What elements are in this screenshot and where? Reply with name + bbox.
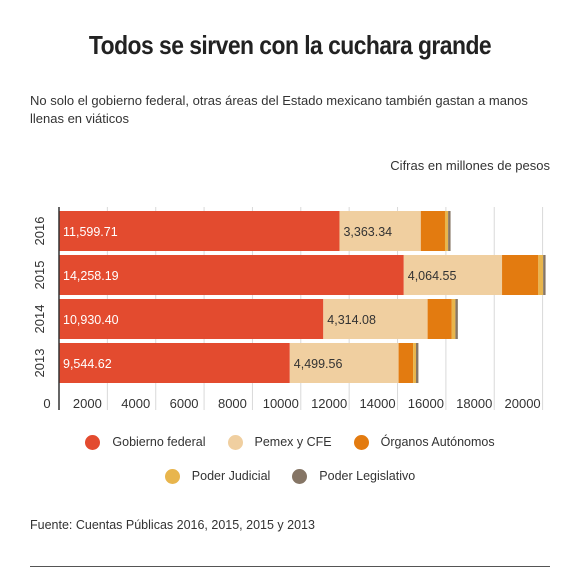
chart-title: Todos se sirven con la cuchara grande [88, 30, 492, 60]
data-label: 4,064.55 [408, 269, 457, 283]
category-label: 2016 [32, 217, 47, 246]
bar-órganos-autónomos-2015 [502, 255, 539, 295]
bottom-divider [30, 566, 550, 567]
bar-órganos-autónomos-2013 [398, 343, 414, 383]
bar-gobierno-federal-2016 [59, 211, 340, 251]
x-tick-label: 14000 [359, 396, 395, 411]
x-tick-label: 12000 [311, 396, 347, 411]
legend-swatch [227, 434, 243, 450]
x-tick-label: 20000 [505, 396, 541, 411]
x-tick-label: 2000 [73, 396, 102, 411]
legend-label: Poder Legislativo [319, 469, 416, 483]
x-tick-label: 0 [43, 396, 50, 411]
bar-pemex-y-cfe-2016 [339, 211, 421, 251]
bar-poder-judicial-2013 [413, 343, 416, 383]
x-tick-label: 10000 [263, 396, 299, 411]
legend-swatch [85, 434, 101, 450]
data-label: 4,499.56 [294, 357, 343, 371]
bar-órganos-autónomos-2014 [427, 299, 452, 339]
bar-gobierno-federal-2015 [59, 255, 404, 295]
bar-poder-legislativo-2014 [455, 299, 458, 339]
category-label: 2013 [32, 349, 47, 378]
bar-poder-legislativo-2016 [448, 211, 451, 251]
units-note: Cifras en millones de pesos [390, 158, 550, 173]
legend-swatch [353, 434, 369, 450]
bar-poder-judicial-2015 [538, 255, 544, 295]
legend-label: Pemex y CFE [254, 435, 332, 449]
x-tick-label: 8000 [218, 396, 247, 411]
data-label: 4,314.08 [327, 313, 376, 327]
data-label: 10,930.40 [63, 313, 119, 327]
category-label: 2014 [32, 305, 47, 334]
legend-item: Órganos Autónomos [353, 432, 495, 452]
bar-poder-judicial-2016 [444, 211, 449, 251]
legend-item: Pemex y CFE [227, 432, 332, 452]
legend-label: Poder Judicial [191, 469, 271, 483]
bar-poder-legislativo-2015 [543, 255, 546, 295]
chart-subtitle: No solo el gobierno federal, otras áreas… [30, 93, 528, 126]
chart-legend: Gobierno federal Pemex y CFE Órganos Autón… [20, 432, 560, 486]
data-label: 9,544.62 [63, 357, 112, 371]
stacked-bar-chart: 11,599.71 3,363.34 2016 14,258.19 4,064.55 20… [32, 207, 546, 411]
legend-item: Poder Judicial [164, 466, 271, 486]
x-tick-label: 6000 [170, 396, 199, 411]
source-note: Fuente: Cuentas Públicas 2016, 2015, 201… [30, 518, 315, 532]
category-label: 2015 [32, 261, 47, 290]
bar-gobierno-federal-2014 [59, 299, 324, 339]
legend-label: Gobierno federal [112, 435, 206, 449]
x-tick-label: 16000 [408, 396, 444, 411]
x-tick-label: 18000 [456, 396, 492, 411]
x-tick-label: 4000 [121, 396, 150, 411]
bar-gobierno-federal-2013 [59, 343, 290, 383]
legend-swatch [292, 468, 308, 484]
data-label: 11,599.71 [63, 225, 118, 239]
bar-pemex-y-cfe-2013 [289, 343, 399, 383]
legend-item: Gobierno federal [85, 432, 206, 452]
data-label: 14,258.19 [63, 269, 119, 283]
bar-pemex-y-cfe-2014 [323, 299, 428, 339]
bar-pemex-y-cfe-2015 [403, 255, 503, 295]
bar-poder-legislativo-2013 [415, 343, 419, 383]
bar-poder-judicial-2014 [451, 299, 456, 339]
legend-swatch [164, 468, 180, 484]
legend-label: Órganos Autónomos [380, 435, 495, 449]
legend-item: Poder Legislativo [292, 466, 415, 486]
data-label: 3,363.34 [343, 225, 392, 239]
bar-órganos-autónomos-2016 [420, 211, 445, 251]
